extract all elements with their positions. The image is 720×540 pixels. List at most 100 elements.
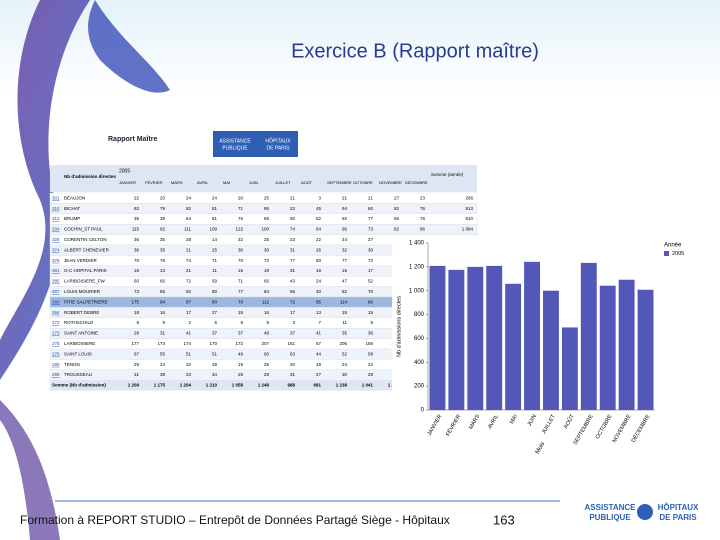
cell: 8 <box>370 320 373 325</box>
cell: 71 <box>238 206 244 211</box>
logo-text: HÔPITAUX <box>658 503 699 512</box>
cell: 17 <box>290 310 296 315</box>
cell: 18 <box>316 362 322 367</box>
cell: 31 <box>290 268 296 273</box>
cell: 27 <box>394 195 400 200</box>
bar <box>599 285 616 410</box>
row-name: ROTHSCHILD <box>64 320 94 325</box>
bar <box>486 265 503 410</box>
cell: 62 <box>316 216 322 221</box>
cell: 170 <box>209 341 217 346</box>
row-code: 334 <box>52 227 60 232</box>
cell: 76 <box>420 216 426 221</box>
cell: 56 <box>394 216 400 221</box>
y-tick-label: 1 400 <box>409 241 425 247</box>
row-code: 381 <box>52 268 60 273</box>
row-code: 275 <box>52 341 60 346</box>
cell: 3 <box>318 195 321 200</box>
cell: 67 <box>134 351 140 356</box>
table-total-row <box>50 380 477 391</box>
cell: 76 <box>420 206 426 211</box>
cell-total: 1 084 <box>462 227 474 232</box>
logo-mark <box>637 504 653 520</box>
cell: 22 <box>186 362 192 367</box>
total-cell: 1 210 <box>206 383 218 388</box>
cell: 3 <box>292 320 295 325</box>
month-header: JUIN <box>249 180 258 185</box>
cell: 14 <box>212 237 218 242</box>
row-name: BEAUJON <box>64 195 85 200</box>
row-name: LARIBOISIERE_FW <box>64 279 106 284</box>
cell: 61 <box>212 216 218 221</box>
cell: 30 <box>368 247 374 252</box>
cell: 36 <box>134 247 140 252</box>
cell: 95 <box>316 299 322 304</box>
cell: 8 <box>240 320 243 325</box>
cell: 109 <box>209 227 217 232</box>
cell: 21 <box>290 195 296 200</box>
month-header: SEPTEMBRE <box>327 180 352 185</box>
cell: 34 <box>186 372 192 377</box>
cell: 36 <box>134 237 140 242</box>
row-name: TENON <box>64 362 80 367</box>
total-cell: 1 204 <box>180 383 192 388</box>
legend-label: 2005 <box>672 251 684 257</box>
row-name: LOUIS MOURIER <box>64 289 101 294</box>
cell-total: 266 <box>465 195 473 200</box>
cell: 15 <box>342 310 348 315</box>
cell: 30 <box>264 247 270 252</box>
page-number: 163 <box>493 512 515 527</box>
row-name: BICHAT <box>64 206 80 211</box>
total-cell: 1 058 <box>232 383 244 388</box>
row-name: SAINT ANTOINE <box>64 331 98 336</box>
cell: 71 <box>212 258 218 263</box>
row-code: 374 <box>52 247 60 252</box>
month-header: NOVEMBRE <box>379 180 402 185</box>
cell: 22 <box>238 237 244 242</box>
y-tick-label: 200 <box>414 384 425 390</box>
cell: 72 <box>368 258 374 263</box>
row-code: 272 <box>52 320 60 325</box>
cell: 39 <box>160 216 166 221</box>
cell: 30 <box>342 372 348 377</box>
total-label: Somme (Nb d'admission) <box>52 383 106 388</box>
cell: 24 <box>160 362 166 367</box>
cell: 74 <box>186 258 192 263</box>
cell: 35 <box>160 247 166 252</box>
cell: 21 <box>342 195 348 200</box>
row-name: CORENTIN CELTON <box>64 237 107 242</box>
row-name: TROUSSEAU <box>64 372 92 377</box>
cell: 74 <box>290 227 296 232</box>
cell: 23 <box>290 237 296 242</box>
cell: 18 <box>316 268 322 273</box>
cell: 66 <box>160 279 166 284</box>
cell: 92 <box>342 216 348 221</box>
row-name: ALBERT CHENEVIER <box>64 247 110 252</box>
cell: 41 <box>186 331 192 336</box>
cell: 5 <box>214 320 217 325</box>
cell: 58 <box>368 351 374 356</box>
cell: 70 <box>368 289 374 294</box>
cell: 18 <box>134 268 140 273</box>
cell: 174 <box>183 341 191 346</box>
cell: 80 <box>212 299 218 304</box>
cell: 95 <box>264 206 270 211</box>
cell: 31 <box>290 247 296 252</box>
total-cell: 1 209 <box>128 383 140 388</box>
cell: 17 <box>186 310 192 315</box>
cell: 24 <box>186 195 192 200</box>
cell: 86 <box>420 227 426 232</box>
month-header: JUILLET <box>275 180 291 185</box>
cell: 60 <box>134 279 140 284</box>
cell: 52 <box>368 279 374 284</box>
cell: 25 <box>264 195 270 200</box>
row-code: 376 <box>52 258 60 263</box>
cell: 2 <box>188 320 191 325</box>
month-header: MARS <box>171 180 183 185</box>
slide-title: Exercice B (Rapport maître) <box>291 40 539 62</box>
row-code: 394 <box>52 310 60 315</box>
total-cell: 1 248 <box>258 383 270 388</box>
cell: 80 <box>212 289 218 294</box>
row-name: SAINT LOUIS <box>64 351 92 356</box>
